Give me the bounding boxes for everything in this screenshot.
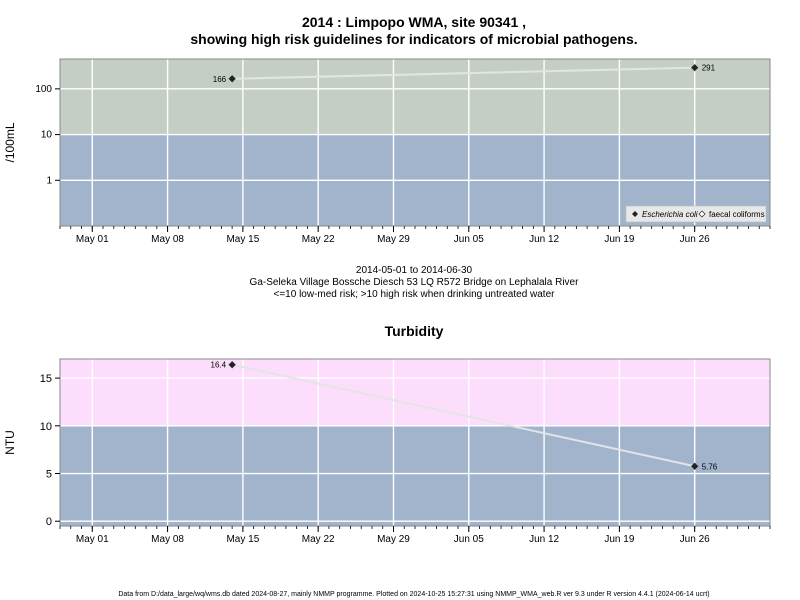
ecoli-xtick-label: May 08 (151, 234, 184, 245)
ecoli-high-risk-band (60, 59, 770, 135)
turbidity-xtick-label: Jun 05 (454, 534, 484, 545)
ecoli-xtick-label: Jun 26 (680, 234, 710, 245)
legend-marker-faecal (698, 210, 706, 218)
legend-label-ecoli: Escherichia coli (642, 210, 698, 219)
ecoli-xtick-label: Jun 19 (604, 234, 634, 245)
turbidity-ytick-label: 5 (46, 469, 52, 481)
turbidity-xtick-label: May 01 (76, 534, 109, 545)
ecoli-ytick-label: 100 (35, 84, 52, 95)
ecoli-ytick-label: 10 (41, 130, 53, 141)
turbidity-y-axis-title: NTU (3, 430, 17, 455)
turbidity-ytick-label: 15 (40, 373, 52, 385)
turbidity-xtick-label: Jun 19 (604, 534, 634, 545)
turbidity-xtick-label: Jun 26 (680, 534, 710, 545)
ecoli-xtick-label: May 01 (76, 234, 109, 245)
ecoli-xtick-label: Jun 12 (529, 234, 559, 245)
chart-title-line1: 2014 : Limpopo WMA, site 90341 , (302, 14, 526, 30)
legend-box (625, 205, 767, 223)
ecoli-data-point (228, 74, 236, 83)
chart-title-line2: showing high risk guidelines for indicat… (190, 31, 637, 47)
turbidity-xtick-label: May 29 (377, 534, 410, 545)
ecoli-panel: 1 10 100/100mL May 01 May 08 May 15 May 22 May … (3, 58, 771, 245)
turbidity-data-point (690, 462, 699, 471)
ecoli-ytick-label: 1 (46, 175, 52, 186)
legend-marker-ecoli (632, 211, 638, 217)
ecoli-series-line (232, 66, 695, 80)
site-description: Ga-Seleka Village Bossche Diesch 53 LQ R… (250, 277, 580, 288)
ecoli-xtick-label: Jun 05 (454, 234, 484, 245)
ecoli-data-point (690, 63, 699, 72)
legend-label-faecal: faecal coliforms (709, 210, 765, 219)
turbidity-low-risk-band (60, 425, 770, 526)
ecoli-xtick-label: May 15 (226, 234, 259, 245)
ecoli-y-axis-title: /100mL (3, 122, 17, 162)
turbidity-panel: 0 5 10 15 NTU May 01 May 08 May 15 May 22 May 29 J… (3, 358, 771, 545)
turbidity-xtick-label: May 08 (151, 534, 184, 545)
turbidity-ytick-label: 0 (46, 516, 52, 528)
turbidity-data-label: 16.4 (211, 361, 227, 370)
footer-note: Data from D:/data_large/wq/wms.db dated … (118, 591, 709, 598)
ecoli-xtick-label: May 22 (302, 234, 335, 245)
turbidity-xtick-label: May 15 (226, 534, 259, 545)
date-range: 2014-05-01 to 2014-06-30 (356, 265, 473, 276)
turbidity-high-risk-band (60, 359, 770, 426)
turbidity-title: Turbidity (385, 323, 444, 339)
turbidity-ytick-label: 10 (40, 421, 52, 433)
turbidity-data-point (228, 360, 236, 369)
turbidity-xtick-label: May 22 (302, 534, 335, 545)
turbidity-series-line (231, 363, 695, 468)
ecoli-xtick-label: May 29 (377, 234, 410, 245)
turbidity-data-label: 5.76 (702, 462, 718, 471)
turbidity-xtick-label: Jun 12 (529, 534, 559, 545)
ecoli-data-label: 166 (213, 75, 227, 84)
risk-note: <=10 low-med risk; >10 high risk when dr… (274, 289, 556, 300)
ecoli-data-label: 291 (702, 64, 716, 73)
